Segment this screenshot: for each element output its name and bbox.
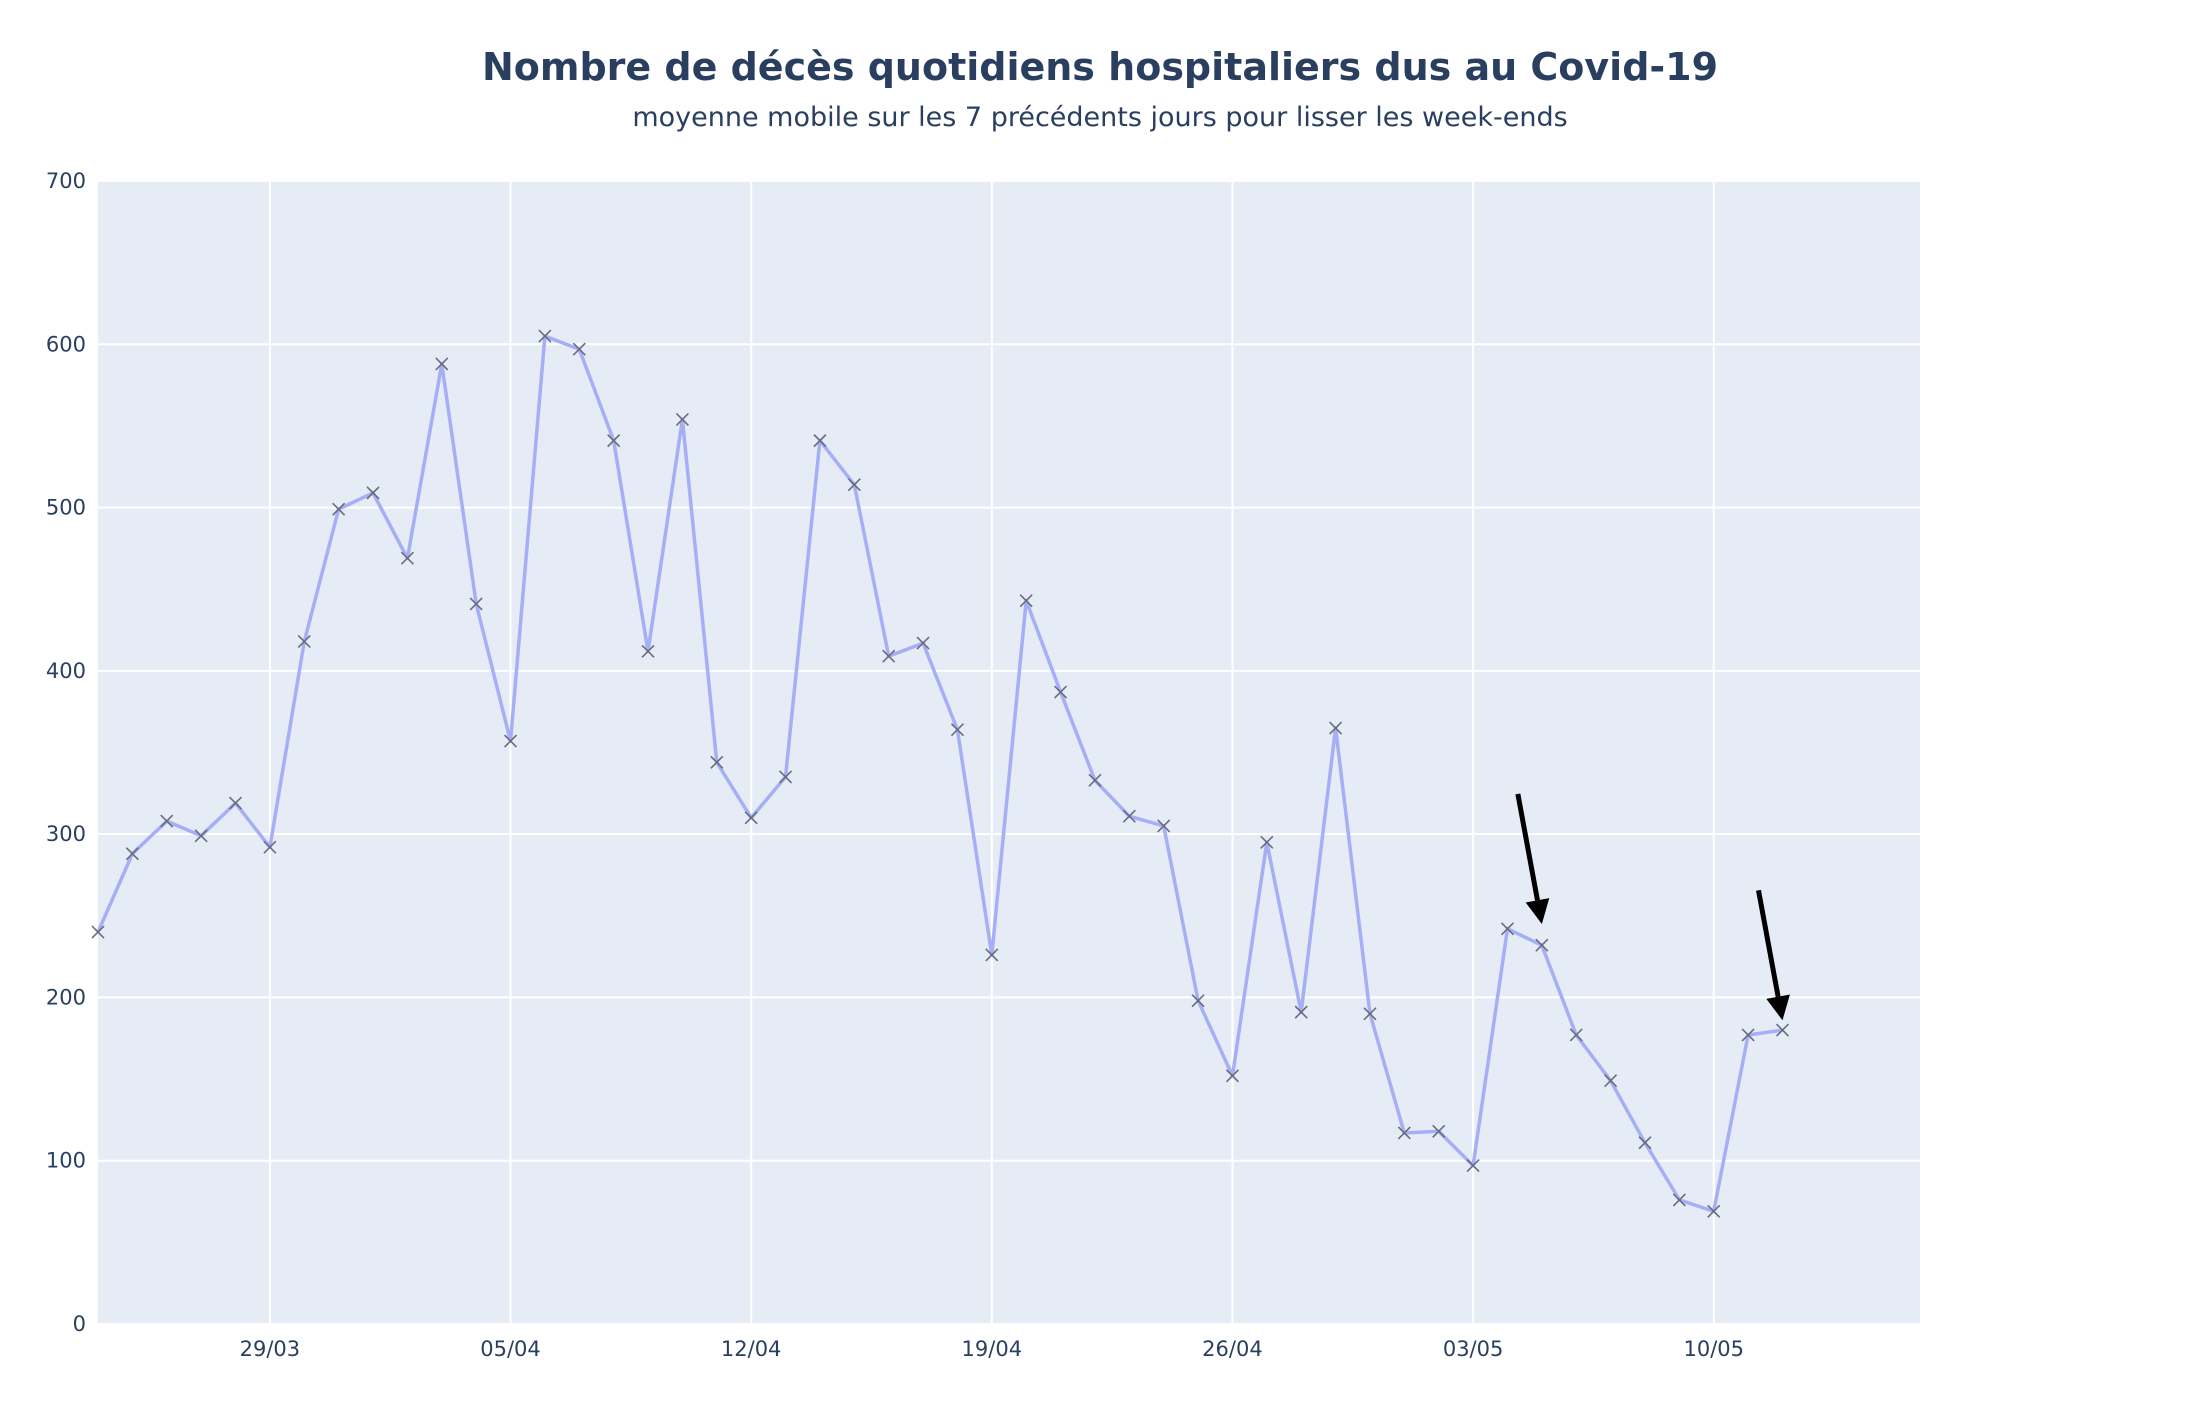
x-tick-label: 19/04 xyxy=(962,1337,1023,1361)
data-point xyxy=(1466,1159,1480,1173)
series-line xyxy=(96,334,1783,1214)
data-point xyxy=(91,925,105,939)
data-point xyxy=(332,502,346,516)
data-point xyxy=(1707,1204,1721,1218)
chart-subtitle: moyenne mobile sur les 7 précédents jour… xyxy=(632,102,1567,133)
data-point xyxy=(1088,773,1102,787)
series-layer xyxy=(96,334,1783,1214)
data-point xyxy=(1500,922,1515,936)
data-point xyxy=(607,434,621,448)
annotation-layer xyxy=(1515,793,1790,1021)
x-tick-label: 12/04 xyxy=(721,1337,782,1361)
data-point xyxy=(882,649,896,663)
data-point xyxy=(435,357,449,371)
data-point xyxy=(1569,1028,1583,1042)
data-point xyxy=(1397,1126,1411,1140)
data-point xyxy=(572,342,586,356)
data-point xyxy=(1191,994,1205,1008)
data-point xyxy=(744,811,758,825)
data-point xyxy=(1535,938,1549,952)
data-point xyxy=(916,636,930,650)
data-point xyxy=(1294,1005,1308,1019)
data-point xyxy=(1054,685,1068,699)
data-point xyxy=(366,486,380,500)
y-tick-label: 400 xyxy=(46,659,86,683)
x-tick-label: 05/04 xyxy=(480,1337,541,1361)
data-point xyxy=(469,597,483,611)
data-point xyxy=(641,644,655,658)
y-tick-label: 0 xyxy=(73,1312,86,1336)
plot-area xyxy=(98,181,1920,1324)
grid xyxy=(98,180,1920,1325)
annotation-arrow xyxy=(1515,793,1550,924)
data-point xyxy=(950,723,964,737)
data-point xyxy=(778,770,793,784)
data-point xyxy=(125,847,139,861)
y-tick-label: 300 xyxy=(46,822,86,846)
y-tick-label: 600 xyxy=(46,332,86,356)
data-point xyxy=(400,551,414,565)
data-point xyxy=(1225,1069,1240,1083)
x-tick-label: 29/03 xyxy=(240,1337,301,1361)
data-point xyxy=(1329,721,1343,735)
axis-labels: 0 100 200 300 400 500 600 700 29/03 05/04 12/04 19/… xyxy=(46,169,1744,1361)
data-point xyxy=(813,434,827,448)
data-point xyxy=(1775,1023,1790,1037)
data-point xyxy=(1432,1124,1446,1138)
y-tick-label: 200 xyxy=(46,985,86,1009)
x-tick-label: 26/04 xyxy=(1202,1337,1263,1361)
data-point xyxy=(1638,1136,1652,1150)
data-point xyxy=(1363,1007,1377,1021)
data-point xyxy=(160,814,174,828)
data-point xyxy=(263,840,277,854)
data-point xyxy=(297,634,311,649)
data-point xyxy=(1672,1193,1686,1207)
data-point xyxy=(1019,594,1033,608)
data-point xyxy=(847,478,861,492)
y-tick-label: 700 xyxy=(46,169,86,193)
annotation-arrow xyxy=(1756,889,1790,1021)
marker-layer xyxy=(91,329,1790,1218)
y-tick-label: 100 xyxy=(46,1149,86,1173)
data-point xyxy=(1604,1074,1618,1088)
data-point xyxy=(675,412,689,426)
x-tick-label: 03/05 xyxy=(1443,1337,1504,1361)
chart-title: Nombre de décès quotidiens hospitaliers … xyxy=(482,45,1718,89)
data-point xyxy=(194,829,208,843)
data-point xyxy=(985,948,999,962)
y-tick-label: 500 xyxy=(46,496,86,520)
data-point xyxy=(1741,1028,1755,1042)
data-point xyxy=(503,734,518,748)
data-point xyxy=(228,796,243,810)
data-point xyxy=(1260,835,1274,849)
data-point xyxy=(1157,819,1171,833)
data-point xyxy=(710,755,724,769)
data-point xyxy=(538,329,552,343)
data-point xyxy=(1122,809,1136,823)
x-tick-label: 10/05 xyxy=(1683,1337,1744,1361)
